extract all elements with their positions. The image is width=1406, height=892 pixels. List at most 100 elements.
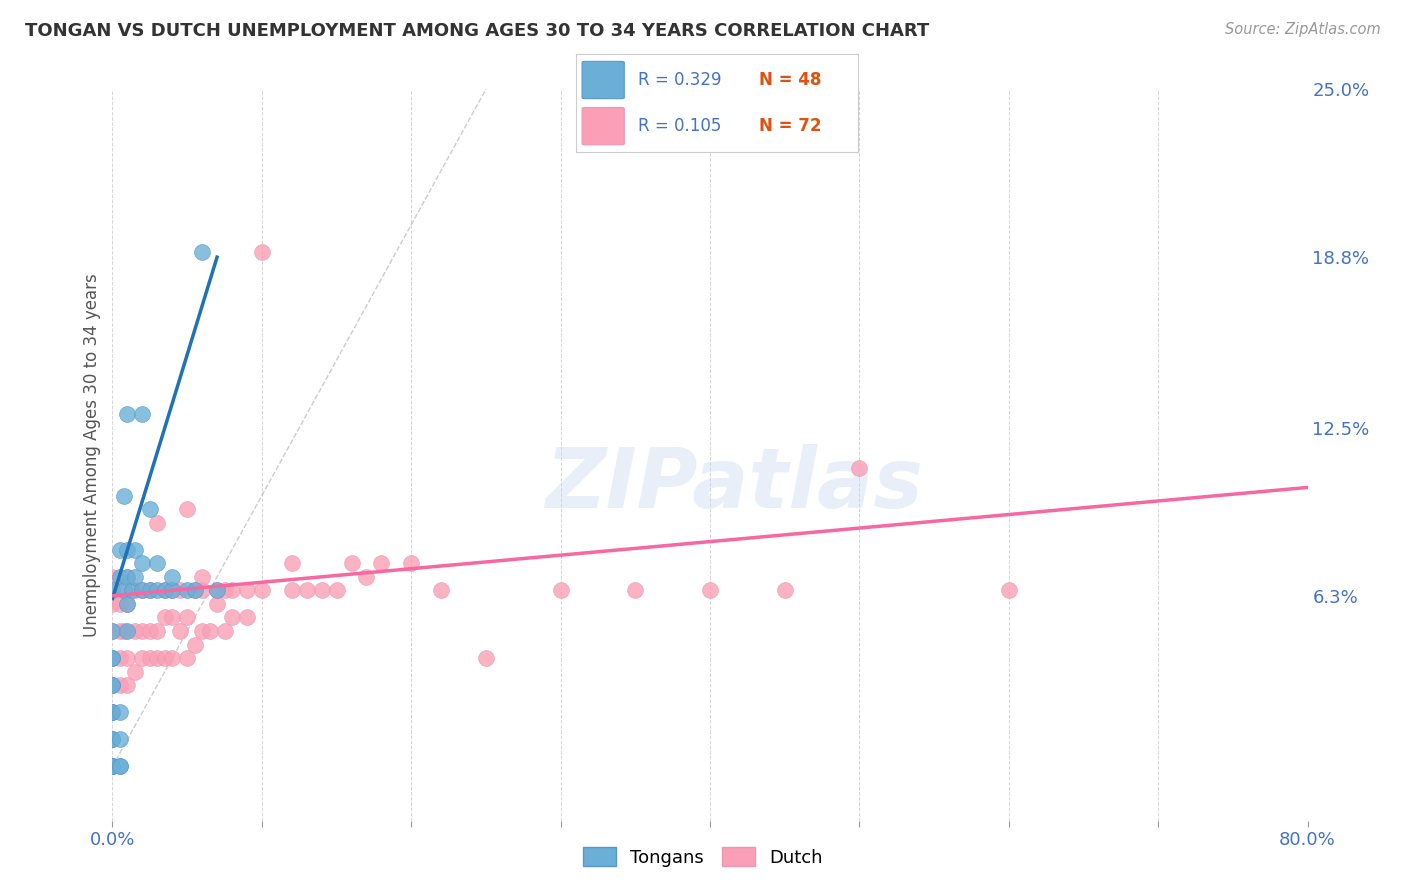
Point [153, 651, 176, 665]
Point [117, 570, 139, 584]
Point [101, 759, 124, 773]
Point [101, 624, 124, 638]
Point [117, 597, 139, 611]
FancyBboxPatch shape [582, 62, 624, 99]
Point [998, 583, 1021, 598]
Text: R = 0.329: R = 0.329 [638, 71, 721, 89]
Point [169, 583, 191, 598]
Legend: Tongans, Dutch: Tongans, Dutch [576, 840, 830, 874]
Point [124, 665, 146, 679]
Point [117, 651, 139, 665]
Point [191, 583, 214, 598]
Point [101, 732, 124, 747]
Point [101, 759, 124, 773]
Point [101, 678, 124, 692]
Point [101, 597, 124, 611]
Point [101, 624, 124, 638]
Point [295, 583, 318, 598]
Point [205, 583, 228, 598]
Point [183, 583, 205, 598]
Point [108, 542, 131, 557]
Point [221, 583, 243, 598]
Point [221, 610, 243, 624]
Point [101, 570, 124, 584]
Point [108, 706, 131, 720]
Point [117, 407, 139, 421]
Point [475, 651, 498, 665]
Point [236, 583, 259, 598]
Point [146, 624, 169, 638]
Point [108, 651, 131, 665]
Point [250, 244, 273, 259]
Point [101, 678, 124, 692]
Point [191, 624, 214, 638]
Point [162, 570, 183, 584]
Text: R = 0.105: R = 0.105 [638, 117, 721, 135]
Point [183, 638, 205, 652]
Point [117, 597, 139, 611]
Point [162, 610, 183, 624]
Point [176, 502, 198, 516]
Point [146, 583, 169, 598]
Point [108, 583, 131, 598]
Point [214, 624, 236, 638]
Text: N = 48: N = 48 [759, 71, 821, 89]
Point [281, 556, 304, 570]
Point [162, 651, 183, 665]
Point [176, 583, 198, 598]
Point [205, 597, 228, 611]
Point [340, 556, 363, 570]
Point [101, 732, 124, 747]
Point [108, 678, 131, 692]
Point [139, 583, 162, 598]
Point [101, 759, 124, 773]
Point [848, 461, 870, 475]
Point [146, 651, 169, 665]
Point [198, 624, 221, 638]
Point [169, 624, 191, 638]
Point [205, 583, 228, 598]
Point [281, 583, 304, 598]
Point [624, 583, 647, 598]
Point [146, 516, 169, 530]
Point [101, 759, 124, 773]
Point [101, 651, 124, 665]
Point [699, 583, 721, 598]
Point [124, 624, 146, 638]
Point [108, 597, 131, 611]
Point [101, 583, 124, 598]
Point [108, 732, 131, 747]
Point [101, 706, 124, 720]
Point [101, 678, 124, 692]
Point [124, 542, 146, 557]
Point [124, 583, 146, 598]
Point [139, 583, 162, 598]
Point [108, 759, 131, 773]
Y-axis label: Unemployment Among Ages 30 to 34 years: Unemployment Among Ages 30 to 34 years [83, 273, 101, 637]
Point [101, 759, 124, 773]
Point [191, 570, 214, 584]
Point [401, 556, 423, 570]
Point [139, 651, 162, 665]
Text: Source: ZipAtlas.com: Source: ZipAtlas.com [1225, 22, 1381, 37]
Point [114, 624, 135, 638]
Point [214, 583, 236, 598]
Point [131, 583, 153, 598]
Point [131, 651, 153, 665]
Point [131, 407, 153, 421]
FancyBboxPatch shape [582, 108, 624, 145]
Point [131, 583, 153, 598]
Point [162, 583, 183, 598]
Point [101, 651, 124, 665]
Point [153, 610, 176, 624]
Point [101, 651, 124, 665]
Point [139, 624, 162, 638]
Point [117, 624, 139, 638]
Point [176, 651, 198, 665]
Point [153, 583, 176, 598]
Point [146, 556, 169, 570]
Point [356, 570, 378, 584]
Point [108, 570, 131, 584]
Point [117, 542, 139, 557]
Point [250, 583, 273, 598]
